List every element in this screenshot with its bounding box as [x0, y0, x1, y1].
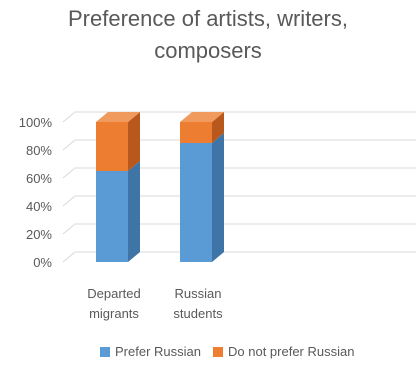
bar-side-prefer-russian-0 [128, 161, 140, 262]
gridline-depth [62, 251, 76, 263]
y-tick-label: 100% [19, 115, 53, 130]
chart-title-line-1: Preference of artists, writers, [68, 6, 348, 31]
gridline-depth [62, 167, 76, 179]
x-tick-label: Russian [175, 286, 222, 301]
legend-label-do-not-prefer-russian: Do not prefer Russian [228, 344, 355, 359]
legend: Prefer Russian Do not prefer Russian [0, 344, 416, 362]
bar-do-not-prefer-russian-0 [96, 122, 128, 171]
bar-prefer-russian-0 [96, 171, 128, 262]
bar-do-not-prefer-russian-1 [180, 122, 212, 143]
legend-label-prefer-russian: Prefer Russian [115, 344, 201, 359]
x-tick-label: migrants [89, 306, 139, 321]
bar-top-do-not-prefer-russian-0 [96, 112, 140, 122]
x-tick-label: Departed [87, 286, 140, 301]
gridline-depth [62, 139, 76, 151]
y-tick-label: 80% [26, 143, 52, 158]
x-tick-label: students [173, 306, 223, 321]
gridline-depth [62, 223, 76, 235]
legend-swatch-prefer-russian [100, 346, 110, 357]
gridline-depth [62, 111, 76, 123]
gridline-depth [62, 195, 76, 207]
y-tick-label: 60% [26, 171, 52, 186]
legend-swatch-do-not-prefer-russian [213, 346, 223, 357]
bar-prefer-russian-1 [180, 143, 212, 262]
bar-side-prefer-russian-1 [212, 133, 224, 262]
legend-item-do-not-prefer-russian: Do not prefer Russian [213, 344, 354, 359]
bar-side-do-not-prefer-russian-0 [128, 112, 140, 171]
bar-side-do-not-prefer-russian-1 [212, 112, 224, 143]
legend-item-prefer-russian: Prefer Russian [100, 344, 201, 359]
y-tick-label: 40% [26, 199, 52, 214]
bar-top-do-not-prefer-russian-1 [180, 112, 224, 122]
y-tick-label: 20% [26, 227, 52, 242]
chart-title-line-2: composers [154, 38, 262, 63]
y-tick-label: 0% [33, 255, 52, 270]
